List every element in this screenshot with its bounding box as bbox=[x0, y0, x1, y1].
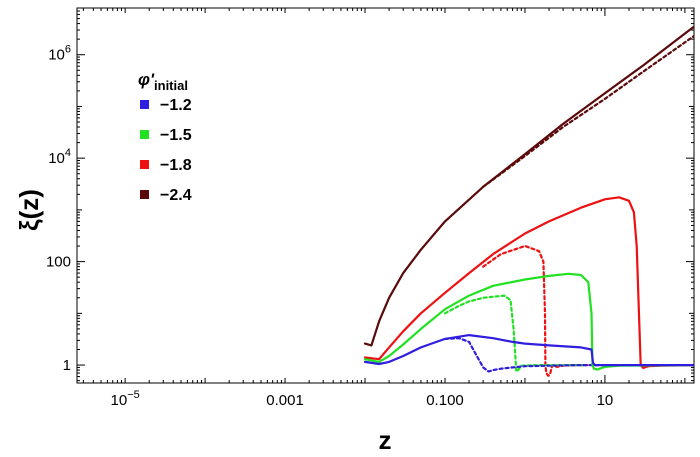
x-tick-label: 10−5 bbox=[111, 389, 140, 409]
series-line-1-5-solid bbox=[363, 272, 694, 371]
legend-label-1: −1.2 bbox=[160, 97, 192, 114]
legend-label-2: −1.5 bbox=[160, 127, 192, 144]
legend-swatch-1 bbox=[140, 100, 149, 109]
x-axis-label: z bbox=[379, 425, 392, 455]
series-line-2-4-solid bbox=[363, 25, 694, 347]
y-tick-label: 106 bbox=[48, 44, 71, 64]
legend-swatch-2 bbox=[140, 130, 149, 139]
legend-swatch-3 bbox=[140, 160, 149, 169]
x-tick-label: 0.001 bbox=[266, 392, 304, 409]
legend-swatch-4 bbox=[140, 190, 149, 199]
legend-title: φ'initial bbox=[138, 70, 188, 93]
series-line-1-2-solid bbox=[363, 334, 694, 367]
legend-title-main: φ' bbox=[138, 70, 155, 89]
plot-frame bbox=[76, 7, 695, 384]
y-tick-label: 1 bbox=[63, 357, 71, 374]
legend: φ'initial −1.2 −1.5 −1.8 −2.4 bbox=[138, 70, 192, 204]
series-group bbox=[363, 25, 694, 377]
x-tick-label: 0.100 bbox=[426, 392, 464, 409]
y-axis-label: ξ(z) bbox=[14, 189, 44, 231]
series-line-1-2-dotted bbox=[443, 337, 607, 373]
legend-label-4: −2.4 bbox=[160, 187, 192, 204]
series-line-1-5-dotted bbox=[443, 294, 589, 373]
y-tick-label: 100 bbox=[46, 254, 71, 271]
legend-label-3: −1.8 bbox=[160, 157, 192, 174]
series-line-1-8-solid bbox=[363, 196, 694, 369]
x-tick-label: 10 bbox=[597, 392, 614, 409]
y-tick-label: 104 bbox=[48, 147, 71, 167]
series-line-1-8-dotted bbox=[482, 244, 589, 377]
series-line-2-4-dotted bbox=[482, 34, 694, 188]
axis-ticks: 10−5 0.001 0.100 10 1 100 104 106 bbox=[46, 7, 694, 409]
legend-title-sub: initial bbox=[154, 78, 188, 93]
